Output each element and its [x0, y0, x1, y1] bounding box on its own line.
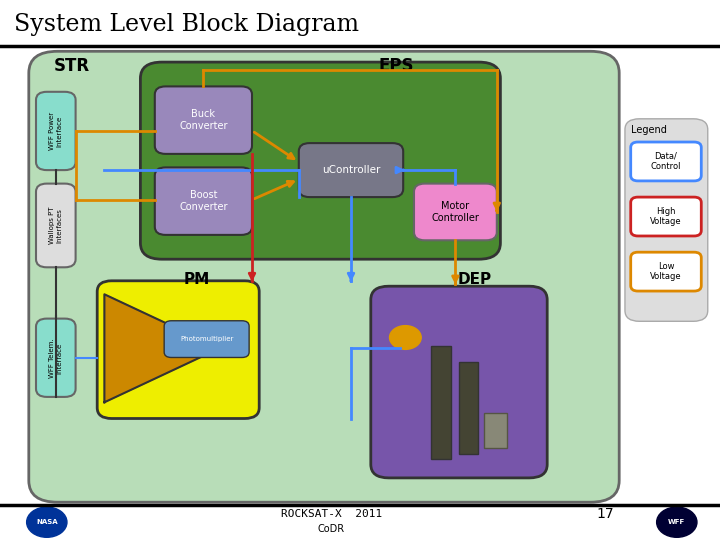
FancyBboxPatch shape	[484, 413, 507, 448]
FancyBboxPatch shape	[155, 86, 252, 154]
Text: WFF Power
Interface: WFF Power Interface	[49, 112, 63, 150]
FancyBboxPatch shape	[414, 184, 497, 240]
Text: Photomultiplier: Photomultiplier	[180, 336, 233, 342]
FancyBboxPatch shape	[631, 142, 701, 181]
Text: High
Voltage: High Voltage	[650, 207, 682, 226]
FancyBboxPatch shape	[36, 319, 76, 397]
Text: 17: 17	[596, 507, 613, 521]
Text: STR: STR	[54, 57, 90, 75]
FancyBboxPatch shape	[299, 143, 403, 197]
Text: Buck
Converter: Buck Converter	[179, 109, 228, 131]
Text: EPS: EPS	[378, 57, 413, 75]
FancyBboxPatch shape	[431, 346, 451, 459]
FancyBboxPatch shape	[97, 281, 259, 418]
Circle shape	[390, 326, 421, 349]
Text: ROCKSAT-X  2011: ROCKSAT-X 2011	[281, 509, 382, 519]
Text: NASA: NASA	[36, 519, 58, 525]
FancyBboxPatch shape	[459, 362, 478, 454]
Circle shape	[657, 507, 697, 537]
FancyBboxPatch shape	[631, 252, 701, 291]
FancyBboxPatch shape	[140, 62, 500, 259]
Text: WFF: WFF	[668, 519, 685, 525]
FancyBboxPatch shape	[164, 321, 249, 357]
Text: Motor
Controller: Motor Controller	[431, 201, 480, 222]
Text: Wallops PT
Interfaces: Wallops PT Interfaces	[49, 206, 63, 244]
Text: DEP: DEP	[457, 272, 491, 287]
FancyBboxPatch shape	[155, 167, 252, 235]
FancyBboxPatch shape	[625, 119, 708, 321]
Text: CoDR: CoDR	[318, 524, 345, 534]
Text: Data/
Control: Data/ Control	[651, 152, 681, 171]
FancyBboxPatch shape	[631, 197, 701, 236]
Text: uController: uController	[322, 165, 380, 175]
Text: WFF Telem.
Interface: WFF Telem. Interface	[49, 338, 63, 378]
Text: Low
Voltage: Low Voltage	[650, 262, 682, 281]
FancyBboxPatch shape	[29, 51, 619, 502]
Text: Boost
Converter: Boost Converter	[179, 191, 228, 212]
FancyBboxPatch shape	[36, 92, 76, 170]
FancyBboxPatch shape	[36, 184, 76, 267]
Text: Legend: Legend	[631, 125, 667, 136]
FancyBboxPatch shape	[371, 286, 547, 478]
Circle shape	[27, 507, 67, 537]
Text: System Level Block Diagram: System Level Block Diagram	[14, 14, 359, 37]
Text: PM: PM	[184, 272, 210, 287]
Polygon shape	[104, 294, 220, 402]
